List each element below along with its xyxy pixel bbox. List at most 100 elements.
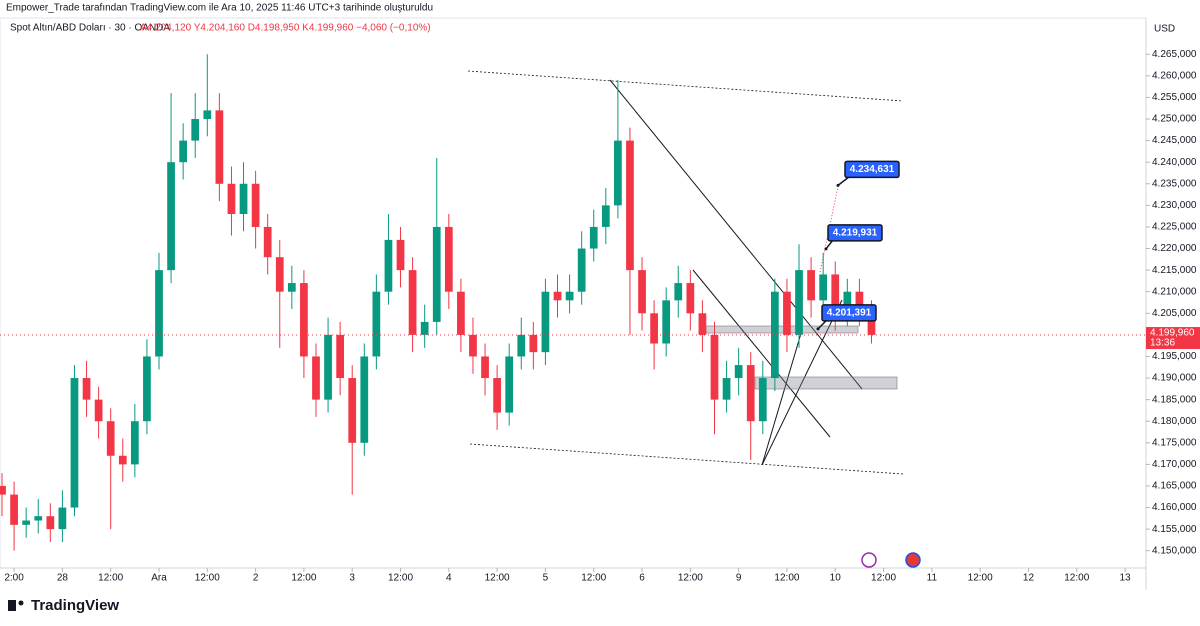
candle-body [396,239,405,271]
y-tick-label: 4.245,000 [1152,135,1197,146]
candle-body [287,283,296,292]
candle-body [408,270,417,335]
candle-body [82,378,91,400]
candle-body [457,291,465,335]
y-tick-label: 4.265,000 [1152,49,1197,60]
candle-body [143,356,151,422]
candle-body [553,291,562,301]
candle-body [22,520,31,525]
y-tick-label: 4.150,000 [1152,545,1197,556]
candle-body [179,140,188,163]
candle-body [650,313,658,344]
x-tick-label: 4 [446,573,452,584]
candle-body [239,183,248,214]
candle-body [0,485,6,495]
x-tick-label: 9 [736,573,742,584]
y-tick-label: 4.160,000 [1152,502,1197,513]
annotation-label: 4.234,631 [850,164,895,175]
candle-body [626,140,634,271]
candle-body [215,110,224,184]
y-tick-label: 4.235,000 [1152,178,1197,189]
candle-body [843,291,852,314]
x-tick-label: 12:00 [1064,573,1089,584]
candle-body [698,313,707,335]
candle-body [70,378,79,508]
candle-body [746,365,755,422]
candle-body [686,283,695,314]
y-tick-label: 4.240,000 [1152,157,1197,168]
candle-body [662,300,671,344]
candle-body [722,378,731,400]
y-tick-label: 4.185,000 [1152,394,1197,405]
y-tick-label: 4.190,000 [1152,373,1197,384]
drawings [467,70,904,475]
x-tick-label: 12:00 [291,573,316,584]
candle-body [589,226,598,249]
event-icon[interactable] [861,552,877,568]
candle-body [155,270,163,357]
x-tick-label: 13 [1120,573,1132,584]
quote-values: A4.204,120 Y4.204,160 D4.198,950 K4.199,… [140,23,431,34]
header-text: Empower_Trade tarafından TradingView.com… [6,3,433,14]
x-tick-label: 12:00 [98,573,123,584]
event-icon[interactable] [905,552,921,568]
logo-mark [18,600,24,606]
trend-line [761,299,843,466]
y-tick-label: 4.175,000 [1152,437,1197,448]
x-tick-label: 12 [1023,573,1035,584]
candle-body [577,248,586,292]
candle-body [10,494,18,525]
y-tick-label: 4.220,000 [1152,243,1197,254]
candle-body [855,291,864,314]
logo-text: TradingView [31,597,119,614]
candle-body [336,334,345,379]
candle-body [867,313,876,335]
candle-body [674,283,683,301]
candle-body [251,183,260,227]
candle-body [324,334,332,400]
candle-body [734,365,743,379]
x-tick-label: 28 [57,573,69,584]
candle-body [167,162,175,271]
candle-body [118,455,127,465]
candle-body [601,205,610,227]
y-tick-label: 4.210,000 [1152,286,1197,297]
candle-body [420,321,429,335]
annotation-box [827,224,883,242]
x-tick-label: 12:00 [485,573,510,584]
x-tick-label: 11 [927,573,938,584]
channel-bottom [469,443,904,475]
candle-body [493,378,501,413]
candle-body [360,356,369,443]
candle-body [710,334,719,400]
candle-body [831,274,840,314]
logo-mark [8,600,16,611]
candle-body [444,226,453,292]
x-tick-label: 6 [639,573,645,584]
x-tick-label: 2 [253,573,259,584]
candle-body [106,421,115,456]
event-icons [861,552,921,568]
countdown-label: 13:36 [1150,338,1175,349]
x-tick-label: 12:00 [388,573,413,584]
candle-body [275,257,284,292]
y-tick-label: 4.165,000 [1152,481,1197,492]
last-price-tag [1146,327,1200,350]
candle-body [565,291,574,301]
candle-body [638,270,646,314]
channel-top [467,70,904,102]
logo: TradingView [8,597,119,614]
trend-line [692,269,831,438]
candle-body [771,291,779,379]
annotation-box [844,160,900,179]
candle-body [541,291,550,353]
candle-body [807,270,815,301]
y-tick-label: 4.250,000 [1152,114,1197,125]
candle-body [783,291,791,335]
x-tick-label: Ara [151,573,167,584]
candle-body [203,110,212,120]
candle-body [529,334,538,353]
candle-body [795,270,803,335]
